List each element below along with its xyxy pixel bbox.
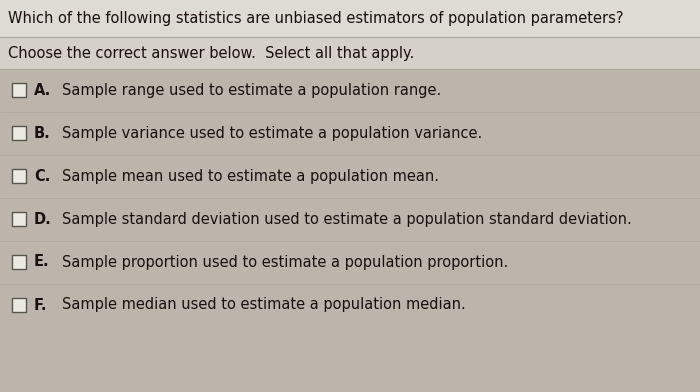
Bar <box>12 255 26 269</box>
Text: Sample standard deviation used to estimate a population standard deviation.: Sample standard deviation used to estima… <box>62 212 631 227</box>
Text: Sample proportion used to estimate a population proportion.: Sample proportion used to estimate a pop… <box>62 254 508 270</box>
Bar <box>12 212 26 226</box>
Text: D.: D. <box>34 212 52 227</box>
Bar <box>12 298 26 312</box>
Text: Sample range used to estimate a population range.: Sample range used to estimate a populati… <box>62 82 441 98</box>
Text: Choose the correct answer below.  Select all that apply.: Choose the correct answer below. Select … <box>8 45 414 60</box>
Bar <box>0 0 700 37</box>
Text: E.: E. <box>34 254 50 270</box>
Bar <box>12 83 26 97</box>
Text: B.: B. <box>34 125 50 140</box>
Text: F.: F. <box>34 298 48 312</box>
Text: Sample variance used to estimate a population variance.: Sample variance used to estimate a popul… <box>62 125 482 140</box>
Bar <box>0 37 700 69</box>
Text: Sample median used to estimate a population median.: Sample median used to estimate a populat… <box>62 298 466 312</box>
Bar <box>12 169 26 183</box>
Text: Which of the following statistics are unbiased estimators of population paramete: Which of the following statistics are un… <box>8 11 624 26</box>
Text: Sample mean used to estimate a population mean.: Sample mean used to estimate a populatio… <box>62 169 439 183</box>
Text: A.: A. <box>34 82 51 98</box>
Text: C.: C. <box>34 169 50 183</box>
Bar <box>12 126 26 140</box>
